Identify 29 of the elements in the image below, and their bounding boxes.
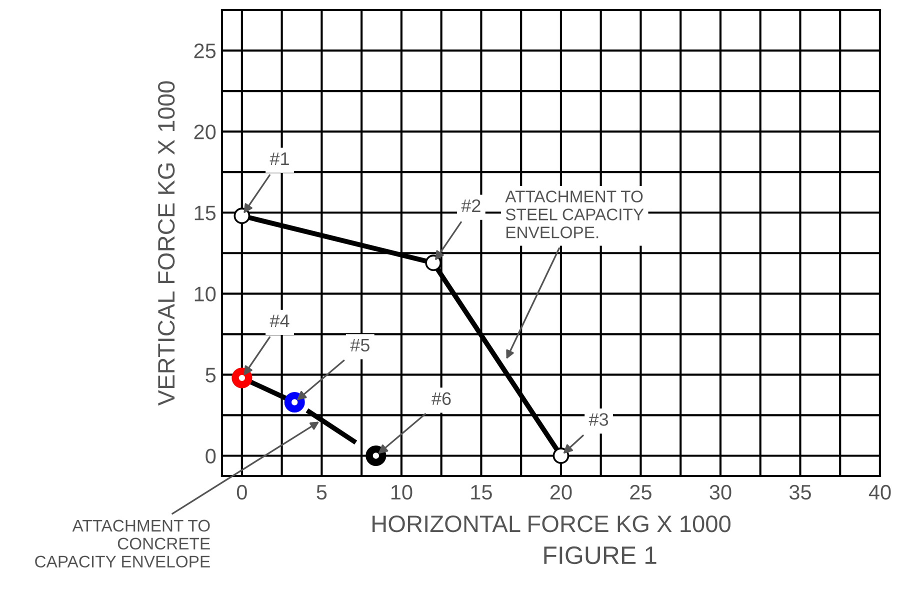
point xyxy=(234,208,250,224)
annotation: ATTACHMENT TO CONCRETE CAPACITY ENVELOPE xyxy=(35,520,210,568)
x-tick-label: 35 xyxy=(789,484,811,500)
y-tick-label: 20 xyxy=(194,124,216,140)
x-axis-title: HORIZONTAL FORCE KG X 1000 xyxy=(372,515,730,532)
y-tick-label: 15 xyxy=(194,206,216,220)
annotation: #1 xyxy=(270,152,289,165)
y-tick-label: 5 xyxy=(206,368,216,382)
x-tick-label: 15 xyxy=(471,485,492,500)
x-tick-label: 30 xyxy=(710,484,732,500)
y-tick-label: 25 xyxy=(194,44,216,58)
x-tick-label: 5 xyxy=(316,485,327,500)
annotation: #3 xyxy=(588,413,608,426)
x-tick-label: 20 xyxy=(550,484,572,500)
annotation: #4 xyxy=(270,314,290,328)
y-tick-label: 10 xyxy=(194,286,216,302)
point xyxy=(425,254,442,272)
y-tick-label: 0 xyxy=(206,448,216,464)
x-tick-label: 10 xyxy=(391,484,412,500)
y-axis-title: VERTICAL FORCE KG X 1000 xyxy=(158,81,175,406)
annotation: #5 xyxy=(350,338,370,352)
annotation: ATTACHMENT TO STEEL CAPACITY ENVELOPE. xyxy=(505,190,644,238)
x-tick-label: 25 xyxy=(630,484,652,500)
x-tick-label: 0 xyxy=(236,484,247,500)
annotation: #6 xyxy=(432,392,451,406)
point xyxy=(552,448,570,464)
x-tick-label: 40 xyxy=(868,484,891,500)
text: FIGURE 1 xyxy=(544,546,656,564)
annotation: #2 xyxy=(461,199,480,212)
